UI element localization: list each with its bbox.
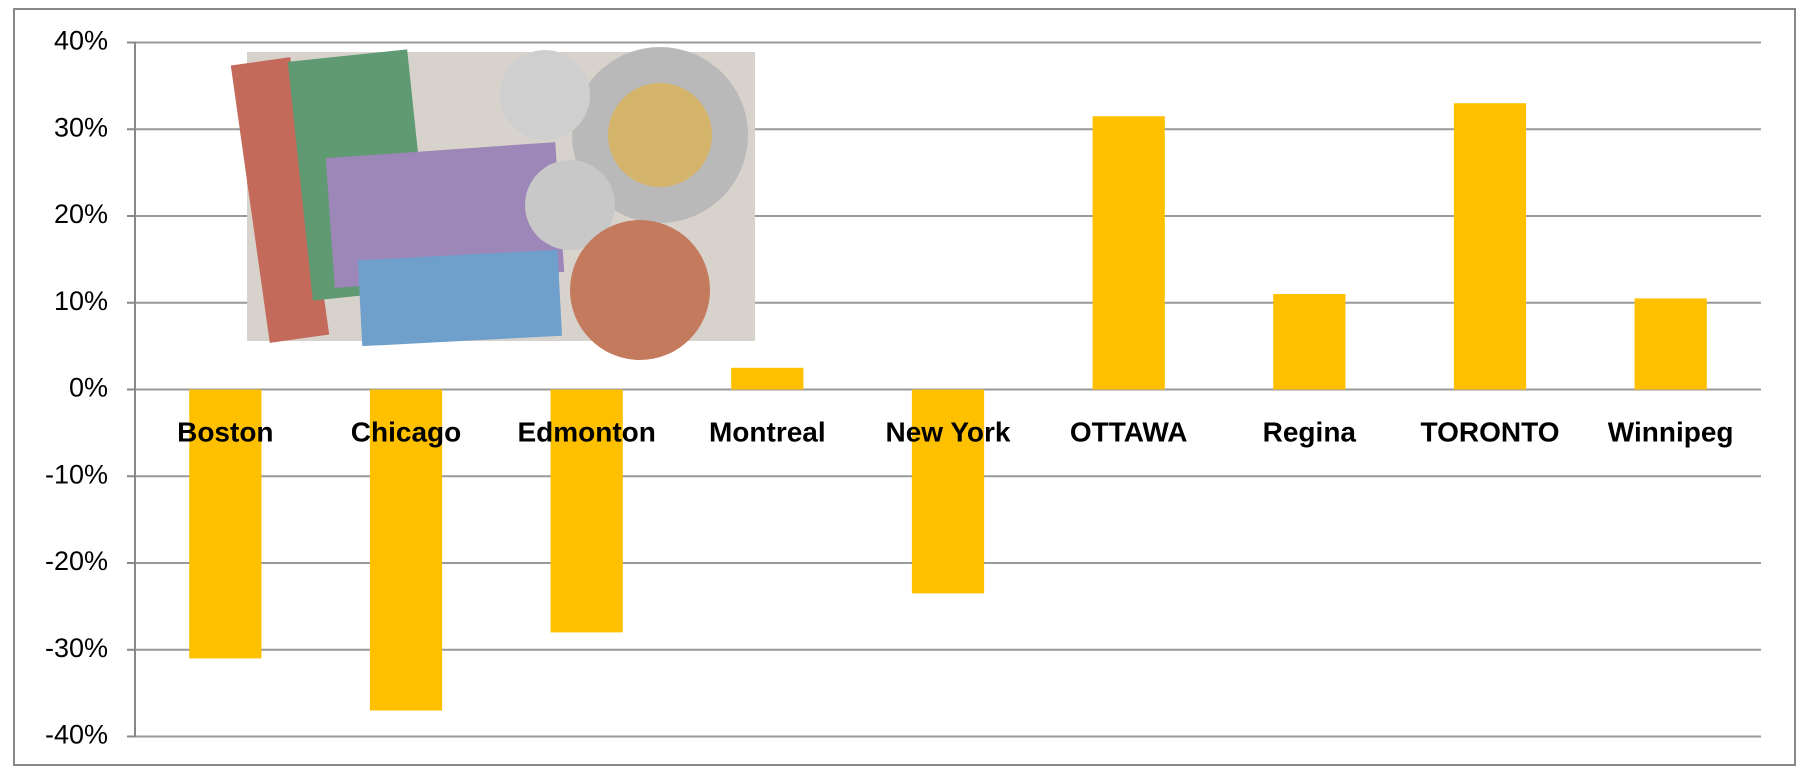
- y-tick-label: 0%: [69, 373, 108, 403]
- bar: [1453, 103, 1527, 390]
- banknote: [230, 57, 330, 343]
- coin: [500, 50, 590, 140]
- banknote: [325, 142, 565, 288]
- bar: [1273, 294, 1346, 390]
- money-photo: [230, 47, 755, 360]
- coin: [525, 160, 615, 250]
- y-tick-label: -40%: [45, 720, 108, 750]
- bar: [1634, 298, 1707, 390]
- x-tick-label: Chicago: [351, 416, 461, 447]
- x-tick-label: Boston: [177, 416, 273, 447]
- y-tick-label: 10%: [54, 286, 108, 316]
- bar: [369, 389, 443, 711]
- x-tick-label: TORONTO: [1421, 416, 1560, 447]
- banknote: [357, 249, 563, 347]
- bar: [189, 389, 262, 659]
- coin: [570, 220, 710, 360]
- bars: [189, 103, 1707, 711]
- x-tick-label: Edmonton: [517, 416, 655, 447]
- x-tick-label: OTTAWA: [1070, 416, 1188, 447]
- bar: [550, 389, 623, 633]
- bar: [1092, 116, 1165, 390]
- bar: [911, 389, 985, 594]
- x-tick-label: Regina: [1263, 416, 1357, 447]
- x-tick-label: Winnipeg: [1608, 416, 1734, 447]
- bar: [731, 367, 804, 390]
- y-tick-label: 20%: [54, 199, 108, 229]
- y-tick-label: 40%: [54, 26, 108, 56]
- x-tick-label: Montreal: [709, 416, 826, 447]
- y-tick-label: 30%: [54, 112, 108, 142]
- coin: [608, 83, 712, 187]
- y-tick-label: -30%: [45, 633, 108, 663]
- x-tick-label: New York: [885, 416, 1010, 447]
- y-tick-label: -20%: [45, 546, 108, 576]
- y-tick-label: -10%: [45, 459, 108, 489]
- labels: -40% -30% -20% -10% 0% 10% 20% 30% 40% Boston Chic…: [45, 26, 1734, 750]
